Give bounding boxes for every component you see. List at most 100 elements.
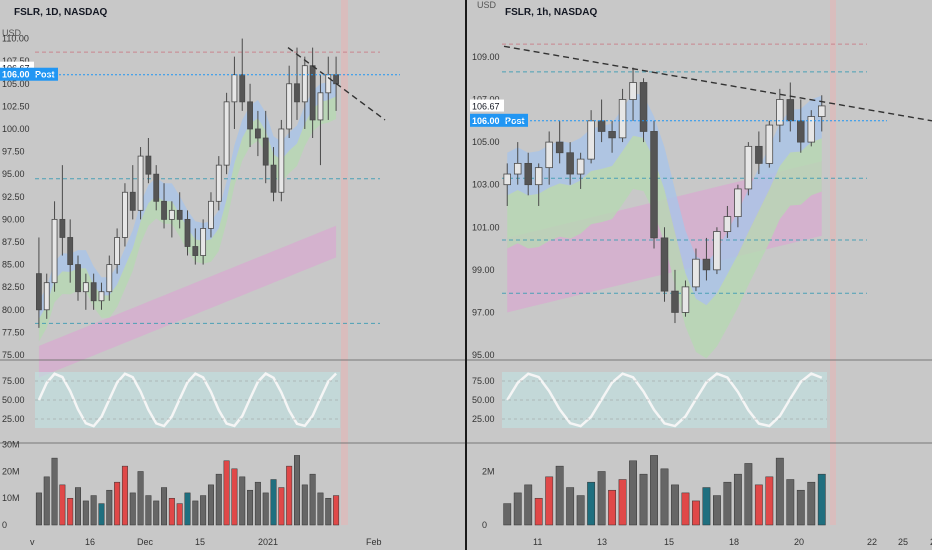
candle-body xyxy=(723,216,732,232)
ema-cloud-green xyxy=(38,96,337,342)
time-axis-tick: 25 xyxy=(898,537,908,547)
volume-bar xyxy=(775,457,784,526)
volume-bar xyxy=(325,497,332,526)
volume-bar xyxy=(82,500,89,526)
time-axis-tick: 18 xyxy=(729,537,739,547)
price-axis-tick: 95.00 xyxy=(2,169,25,179)
volume-tick: 20M xyxy=(2,466,20,476)
candle-body xyxy=(223,101,230,166)
candle-body xyxy=(239,74,246,103)
volume-bar xyxy=(555,465,564,526)
volume-bar xyxy=(184,492,191,526)
candle-body xyxy=(168,209,175,220)
volume-bar xyxy=(176,503,183,526)
volume-bar xyxy=(200,495,207,526)
volume-bar xyxy=(278,487,285,526)
ema-cloud-green xyxy=(507,135,822,359)
volume-bar xyxy=(650,455,658,526)
candle-body xyxy=(807,116,816,143)
candle-body xyxy=(67,237,74,265)
volume-bar xyxy=(168,497,175,526)
volume-bar xyxy=(153,500,160,526)
candle-body xyxy=(294,83,300,103)
time-axis-tick: 2021 xyxy=(258,537,278,547)
candle-body xyxy=(629,82,637,100)
volume-bar xyxy=(114,481,121,526)
chart-title-daily: FSLR, 1D, NASDAQ xyxy=(14,7,108,18)
oscillator-tick: 25.00 xyxy=(2,414,25,424)
chart-svg-daily[interactable]: FSLR, 1D, NASDAQ USD 110.00107.50105.001… xyxy=(0,0,465,550)
price-axis-tick: 85.00 xyxy=(2,260,25,270)
candle-body xyxy=(43,282,50,311)
candle-body xyxy=(215,164,222,202)
volume-tick: 0 xyxy=(482,520,487,530)
price-axis-tick: 90.00 xyxy=(2,214,25,224)
volume-tick: 2M xyxy=(482,466,495,476)
chart-pane-hourly[interactable]: FSLR, 1h, NASDAQ USD 109.00 107.00 105.00 1… xyxy=(467,0,932,550)
time-axis-tick: Feb xyxy=(366,537,382,547)
candle-body xyxy=(650,131,658,239)
candle-body xyxy=(566,152,574,175)
volume-bar xyxy=(90,495,97,526)
chart-svg-hourly[interactable]: FSLR, 1h, NASDAQ USD 109.00 107.00 105.00 1… xyxy=(467,0,932,550)
oscillator-tick: 25.00 xyxy=(472,414,495,424)
price-axis-tick: 99.00 xyxy=(472,265,495,275)
price-axis-tick: 105.00 xyxy=(2,79,30,89)
price-axis-tick: 101.00 xyxy=(472,222,500,232)
volume-bar xyxy=(618,479,627,526)
candle-body xyxy=(51,218,58,284)
price-axis-tick: 110.00 xyxy=(2,34,29,44)
volume-bar xyxy=(576,495,585,526)
candle-body xyxy=(153,173,160,202)
volume-bar xyxy=(98,503,105,526)
volume-bar xyxy=(566,487,575,526)
volume-tick: 30M xyxy=(2,440,20,450)
time-axis-tick: Dec xyxy=(137,537,154,547)
price-axis-tick: 107.50 xyxy=(2,56,30,66)
volume-bar xyxy=(639,473,648,526)
price-axis-tick: 97.00 xyxy=(472,307,495,317)
oscillator-tick: 50.00 xyxy=(2,395,25,405)
candle-body xyxy=(145,155,152,175)
volume-bar xyxy=(231,468,238,526)
volume-bar xyxy=(239,476,246,526)
candle-body xyxy=(208,200,214,229)
volume-bar xyxy=(207,484,214,526)
candle-body xyxy=(818,105,826,117)
price-axis-tick: 92.50 xyxy=(2,192,25,202)
volume-bar xyxy=(817,473,826,526)
candle-body xyxy=(555,141,564,154)
session-highlight xyxy=(341,0,348,525)
volume-bar xyxy=(587,481,596,526)
price-axis-tick: 109.00 xyxy=(472,52,500,62)
volume-bar xyxy=(629,460,637,526)
volume-bar xyxy=(524,484,533,526)
price-axis-tick: 105.00 xyxy=(472,137,500,147)
pane-divider[interactable] xyxy=(465,0,467,550)
volume-bar xyxy=(702,487,711,526)
candle-body xyxy=(75,264,81,293)
candle-body xyxy=(309,65,316,121)
candle-body xyxy=(618,99,627,139)
price-axis-tick: 75.00 xyxy=(2,350,25,360)
ema-cloud-blue xyxy=(507,93,822,306)
candle-body xyxy=(262,137,269,166)
time-axis-tick: 20 xyxy=(794,537,804,547)
price-axis-tick: 95.00 xyxy=(472,350,495,360)
candle-body xyxy=(106,264,113,293)
candle-body xyxy=(122,191,128,238)
chart-pane-daily[interactable]: FSLR, 1D, NASDAQ USD 110.00 107.50 105.00 1… xyxy=(0,0,465,550)
volume-bar xyxy=(43,476,50,526)
volume-bar xyxy=(75,487,82,526)
volume-bar xyxy=(545,476,554,526)
time-axis-tick: 13 xyxy=(597,537,607,547)
time-axis-tick: 27 xyxy=(930,537,932,547)
session-highlight xyxy=(830,0,836,525)
price-axis-tick: 82.50 xyxy=(2,282,25,292)
candle-body xyxy=(587,120,595,160)
volume-bar xyxy=(597,471,606,526)
volume-bar xyxy=(35,492,42,526)
last-price-label: 106.67 xyxy=(472,102,500,112)
candle-body xyxy=(755,145,763,164)
price-axis-tick: 77.50 xyxy=(2,327,25,337)
